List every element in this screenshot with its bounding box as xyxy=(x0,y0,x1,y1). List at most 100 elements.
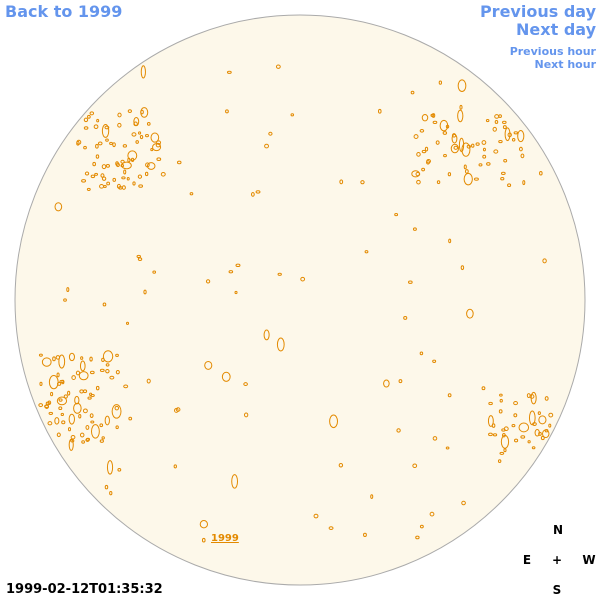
contour xyxy=(503,448,507,453)
contour xyxy=(498,140,503,144)
contour xyxy=(79,432,85,438)
contour xyxy=(115,162,120,168)
magnetic-regions xyxy=(38,64,554,543)
previous-hour-link[interactable]: Previous hour xyxy=(509,45,596,58)
contour xyxy=(117,122,122,128)
contour xyxy=(89,413,94,419)
contour xyxy=(68,413,75,425)
contour xyxy=(56,372,60,378)
contour xyxy=(436,180,441,185)
contour xyxy=(500,171,506,176)
contour xyxy=(377,108,382,114)
contour xyxy=(264,143,269,149)
contour xyxy=(160,172,166,177)
contour xyxy=(511,138,516,142)
contour xyxy=(459,104,463,110)
contour xyxy=(76,140,80,146)
contour xyxy=(445,124,450,129)
contour xyxy=(44,404,49,408)
contour xyxy=(90,420,95,424)
contour xyxy=(81,440,85,444)
next-day-link[interactable]: Next day xyxy=(516,20,596,39)
contour xyxy=(263,329,270,341)
contour xyxy=(47,421,53,426)
contour xyxy=(140,65,146,79)
back-link[interactable]: Back to 1999 xyxy=(5,2,123,21)
contour xyxy=(419,524,424,529)
contour xyxy=(121,185,126,190)
contour xyxy=(104,484,109,490)
contour xyxy=(89,356,93,362)
contour xyxy=(101,357,105,362)
contour xyxy=(513,438,519,443)
contour xyxy=(488,401,493,406)
contour xyxy=(491,423,496,428)
contour xyxy=(92,161,96,167)
next-hour-link[interactable]: Next hour xyxy=(534,58,597,71)
contour xyxy=(243,382,248,387)
contour xyxy=(447,393,452,398)
contour xyxy=(338,463,344,468)
contour xyxy=(90,174,96,179)
contour xyxy=(276,337,285,352)
contour xyxy=(413,134,419,139)
contour xyxy=(364,250,369,254)
previous-day-link[interactable]: Previous day xyxy=(479,2,596,21)
contour xyxy=(485,118,490,123)
contour xyxy=(58,406,63,411)
contour xyxy=(61,420,66,425)
contour xyxy=(513,131,519,135)
contour xyxy=(150,147,154,152)
contour xyxy=(78,414,82,419)
contour xyxy=(231,474,239,489)
contour xyxy=(537,411,541,415)
contour xyxy=(83,117,89,123)
contour xyxy=(205,279,211,284)
contour xyxy=(471,143,475,148)
contour xyxy=(75,370,81,376)
contour xyxy=(144,171,149,177)
contour xyxy=(204,360,213,370)
contour xyxy=(463,164,467,170)
contour xyxy=(500,177,505,181)
contour xyxy=(473,177,479,181)
contour xyxy=(228,270,234,274)
contour xyxy=(250,191,255,197)
contour xyxy=(520,435,526,439)
contour xyxy=(126,321,130,325)
contour xyxy=(511,423,516,428)
contour xyxy=(502,125,507,130)
contour xyxy=(82,389,88,394)
contour xyxy=(486,162,491,166)
contour xyxy=(534,429,540,437)
contour xyxy=(114,405,120,411)
contour xyxy=(54,417,60,425)
contour xyxy=(138,131,142,135)
contour xyxy=(438,80,443,85)
year-link[interactable]: 1999 xyxy=(211,533,239,544)
contour xyxy=(109,375,115,380)
contour xyxy=(487,415,494,427)
contour xyxy=(370,494,374,499)
contour xyxy=(530,391,537,405)
contour xyxy=(398,379,403,384)
contour xyxy=(475,142,480,146)
contour xyxy=(95,385,100,391)
contour xyxy=(112,142,116,148)
contour xyxy=(498,409,503,414)
contour xyxy=(339,179,344,185)
contour xyxy=(63,298,67,302)
contour xyxy=(41,357,52,367)
contour xyxy=(415,535,420,540)
contour xyxy=(419,351,424,356)
contour xyxy=(526,393,531,399)
contour xyxy=(71,375,76,381)
contour xyxy=(101,436,105,440)
contour xyxy=(442,131,448,135)
contour xyxy=(394,213,399,217)
contour xyxy=(115,353,119,358)
contour xyxy=(502,120,507,124)
contour xyxy=(412,463,418,469)
contour xyxy=(225,109,229,114)
compass-center: + xyxy=(551,553,563,567)
